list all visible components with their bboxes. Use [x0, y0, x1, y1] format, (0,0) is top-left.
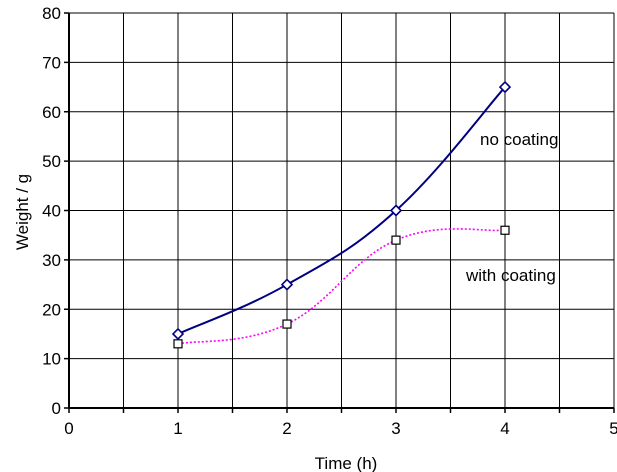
data-point-square	[173, 339, 183, 349]
series-line-with-coating	[177, 228, 506, 345]
data-point-square	[500, 225, 510, 235]
data-point-diamond	[171, 327, 185, 341]
x-tick-label: 4	[500, 419, 509, 438]
data-point-diamond	[498, 80, 512, 94]
data-point-square	[391, 235, 401, 245]
y-tick-label: 0	[52, 399, 61, 418]
axes	[64, 12, 615, 413]
data-point-square	[282, 319, 292, 329]
annotations: no coating with coating	[465, 130, 558, 285]
y-tick-label: 60	[42, 103, 61, 122]
annotation-with-coating: with coating	[465, 266, 556, 285]
series-line-no-coating	[177, 86, 506, 335]
y-tick-label: 50	[42, 152, 61, 171]
x-tick-label: 1	[173, 419, 182, 438]
y-tick-label: 70	[42, 53, 61, 72]
data-point-diamond	[389, 204, 403, 217]
x-tick-label: 0	[64, 419, 73, 438]
x-tick-label: 5	[609, 419, 617, 438]
y-tick-label: 40	[42, 202, 61, 221]
data-point-diamond	[280, 278, 294, 291]
y-tick-label: 80	[42, 4, 61, 23]
grid	[69, 12, 615, 408]
x-tick-label: 2	[282, 419, 291, 438]
y-axis-title: Weight / g	[13, 174, 32, 250]
x-axis-title: Time (h)	[315, 454, 378, 472]
y-tick-label: 10	[42, 350, 61, 369]
series-group	[171, 80, 512, 349]
x-tick-label: 3	[391, 419, 400, 438]
y-tick-label: 30	[42, 251, 61, 270]
annotation-no-coating: no coating	[480, 130, 558, 149]
y-tick-label: 20	[42, 300, 61, 319]
